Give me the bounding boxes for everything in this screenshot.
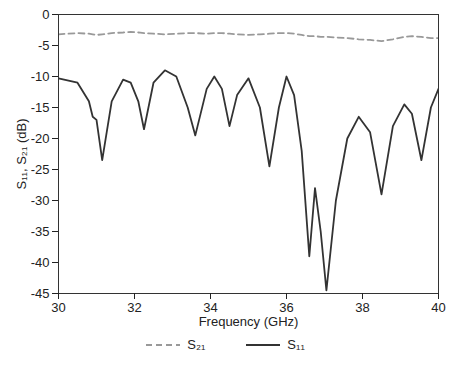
svg-text:-15: -15: [31, 100, 50, 115]
html-text:S₂₁: S₂₁: [187, 337, 206, 352]
svg-text:0: 0: [42, 7, 49, 22]
svg-text:40: 40: [431, 300, 445, 315]
svg-text:-45: -45: [31, 286, 50, 301]
svg-text:-25: -25: [31, 162, 50, 177]
svg-text:30: 30: [51, 300, 65, 315]
svg-text:-30: -30: [31, 193, 50, 208]
svg-text:-20: -20: [31, 131, 50, 146]
svg-text:32: 32: [127, 300, 141, 315]
html-text:S₁₁: S₁₁: [287, 337, 305, 352]
svg-text:-10: -10: [31, 69, 50, 84]
svg-text:-5: -5: [38, 38, 50, 53]
svg-text:-35: -35: [31, 224, 50, 239]
svg-text:S₁₁, S₂₁ (dB): S₁₁, S₂₁ (dB): [14, 119, 29, 190]
svg-text:36: 36: [279, 300, 293, 315]
svg-text:Frequency (GHz): Frequency (GHz): [199, 314, 299, 329]
svg-text:38: 38: [355, 300, 369, 315]
svg-text:-40: -40: [31, 255, 50, 270]
svg-text:34: 34: [203, 300, 217, 315]
